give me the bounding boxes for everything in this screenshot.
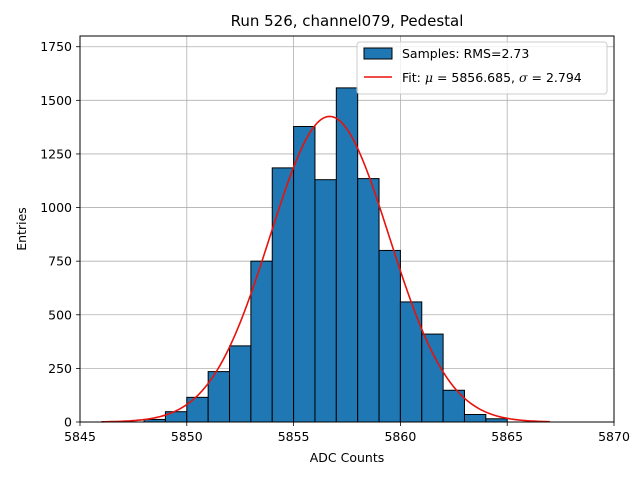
y-tick-label: 1500 bbox=[40, 93, 72, 108]
legend-samples-label: Samples: RMS=2.73 bbox=[402, 46, 529, 61]
histogram-bar bbox=[378, 249, 401, 423]
y-tick-label: 1000 bbox=[40, 200, 72, 215]
histogram-bar bbox=[463, 413, 487, 423]
legend-fit-label: Fit: μ = 5856.685, σ = 2.794 bbox=[402, 70, 582, 85]
y-tick-label: 1250 bbox=[40, 146, 72, 161]
y-tick-label: 750 bbox=[48, 254, 72, 269]
fit-curve-layer bbox=[101, 115, 550, 423]
legend: Samples: RMS=2.73 Fit: μ = 5856.685, σ =… bbox=[356, 41, 608, 95]
histogram-bars bbox=[143, 87, 508, 423]
x-tick-label: 5860 bbox=[384, 429, 416, 444]
fit-curve bbox=[101, 115, 550, 423]
x-tick-label: 5845 bbox=[64, 429, 96, 444]
histogram-bar bbox=[357, 178, 380, 423]
x-tick-label: 5865 bbox=[491, 429, 523, 444]
x-tick-label: 5870 bbox=[598, 429, 630, 444]
legend-box bbox=[356, 41, 608, 95]
histogram-bar bbox=[421, 333, 444, 423]
chart-title: Run 526, channel079, Pedestal bbox=[231, 12, 464, 30]
histogram-bar bbox=[229, 345, 252, 423]
y-tick-label: 0 bbox=[64, 415, 72, 430]
y-axis-ticks: 0 250 500 750 1000 1250 1500 1750 bbox=[40, 39, 80, 430]
y-tick-label: 1750 bbox=[40, 39, 72, 54]
x-axis-ticks: 5845 5850 5855 5860 5865 5870 bbox=[64, 422, 630, 444]
x-tick-label: 5850 bbox=[171, 429, 203, 444]
y-axis-title: Entries bbox=[14, 207, 29, 251]
legend-samples-swatch bbox=[363, 47, 393, 60]
histogram-bar bbox=[271, 167, 295, 423]
plot-frame bbox=[79, 35, 615, 423]
x-axis-title: ADC Counts bbox=[310, 450, 385, 465]
histogram-bar bbox=[186, 396, 209, 423]
x-tick-label: 5855 bbox=[278, 429, 310, 444]
histogram-bar bbox=[293, 125, 316, 423]
y-tick-label: 500 bbox=[48, 307, 72, 322]
y-tick-label: 250 bbox=[48, 361, 72, 376]
histogram-bar bbox=[314, 179, 337, 423]
histogram-bar bbox=[335, 87, 359, 423]
